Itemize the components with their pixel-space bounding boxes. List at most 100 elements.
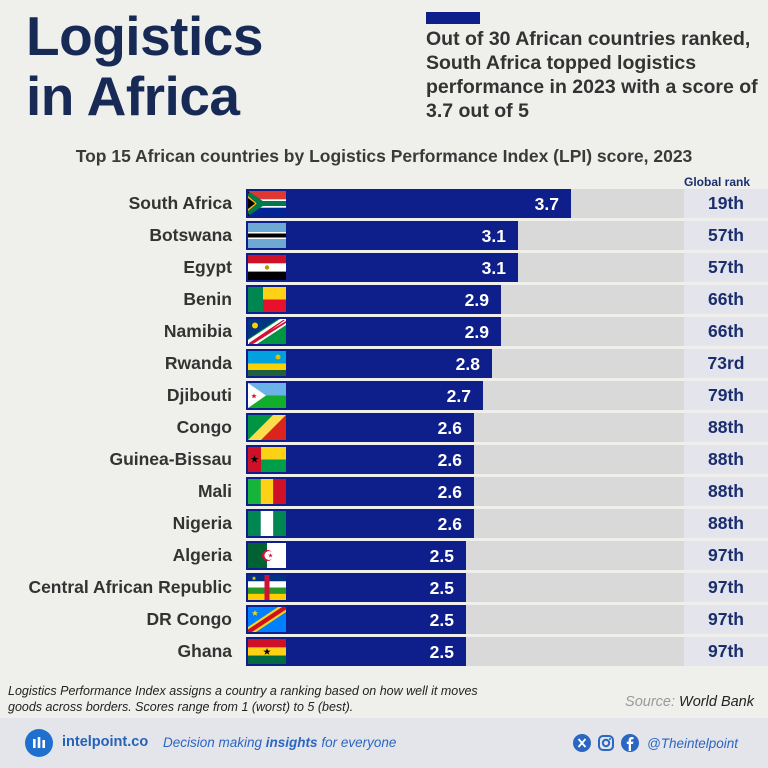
bar (246, 349, 492, 378)
mali-flag-icon (248, 479, 286, 504)
chart-row: Central African Republic 2.5 97th (0, 573, 768, 602)
global-rank: 97th (684, 541, 768, 570)
country-label: Ghana (177, 641, 232, 661)
bar-value-label: 2.5 (429, 642, 454, 662)
instagram-icon[interactable] (597, 734, 615, 752)
country-label: DR Congo (146, 609, 232, 629)
chart-row: Rwanda 2.8 73rd (0, 349, 768, 378)
djibouti-flag-icon (248, 383, 286, 408)
bar-value-label: 3.7 (534, 194, 559, 214)
global-rank: 88th (684, 477, 768, 506)
benin-flag-icon (248, 287, 286, 312)
source-label: Source: (625, 694, 676, 710)
chart-row: Nigeria 2.6 88th (0, 509, 768, 538)
global-rank: 73rd (684, 349, 768, 378)
tagline: Decision making insights for everyone (163, 735, 396, 750)
country-label: Botswana (149, 225, 232, 245)
botswana-flag-icon (248, 223, 286, 248)
country-label: Central African Republic (28, 577, 232, 597)
bar-value-label: 2.9 (464, 290, 489, 310)
chart-row: Algeria 2.5 97th (0, 541, 768, 570)
social-links: @Theintelpoint (573, 731, 738, 755)
chart-row: Ghana 2.5 97th (0, 637, 768, 666)
central-african-republic-flag-icon (248, 575, 286, 600)
global-rank: 66th (684, 285, 768, 314)
country-label: Namibia (163, 321, 232, 341)
rwanda-flag-icon (248, 351, 286, 376)
bar-value-label: 2.9 (464, 322, 489, 342)
global-rank: 88th (684, 445, 768, 474)
bar-value-label: 2.5 (429, 610, 454, 630)
chart-row: Mali 2.6 88th (0, 477, 768, 506)
south-africa-flag-icon (248, 191, 286, 216)
global-rank: 57th (684, 253, 768, 282)
bar (246, 317, 501, 346)
facebook-icon[interactable] (621, 734, 639, 752)
bar (246, 221, 518, 250)
chart-row: DR Congo 2.5 97th (0, 605, 768, 634)
chart-row: Egypt 3.1 57th (0, 253, 768, 282)
bar-value-label: 2.6 (437, 514, 462, 534)
bar-value-label: 3.1 (481, 258, 506, 278)
footer: intelpoint.co Decision making insights f… (0, 718, 768, 768)
intelpoint-logo-icon[interactable] (25, 729, 53, 757)
country-label: Benin (183, 289, 232, 309)
accent-bar (426, 12, 480, 24)
global-rank: 97th (684, 637, 768, 666)
bar-value-label: 3.1 (481, 226, 506, 246)
chart-row: Congo 2.6 88th (0, 413, 768, 442)
country-label: Congo (176, 417, 232, 437)
bar-value-label: 2.6 (437, 418, 462, 438)
footnote: Logistics Performance Index assigns a co… (8, 684, 478, 714)
main-title-line1: Logistics (26, 5, 263, 67)
country-label: Djibouti (166, 385, 232, 405)
bar-value-label: 2.7 (446, 386, 471, 406)
chart-title: Top 15 African countries by Logistics Pe… (75, 146, 693, 166)
social-handle[interactable]: @Theintelpoint (647, 735, 739, 751)
chart-row: South Africa 3.7 19th (0, 189, 768, 218)
bar-value-label: 2.5 (429, 578, 454, 598)
rank-column-header: Global rank (684, 175, 751, 189)
guinea-bissau-flag-icon (248, 447, 286, 472)
bar-value-label: 2.6 (437, 450, 462, 470)
tagline-post: for everyone (317, 735, 397, 750)
dr-congo-flag-icon (248, 607, 286, 632)
tagline-em: insights (265, 735, 318, 750)
bar (246, 285, 501, 314)
main-title: Logistics in Africa (26, 6, 386, 126)
brand-link[interactable]: intelpoint.co (62, 734, 149, 750)
source-credit: Source: World Bank (625, 694, 754, 710)
bar-value-label: 2.8 (455, 354, 480, 374)
global-rank: 57th (684, 221, 768, 250)
chart-row: Djibouti 2.7 79th (0, 381, 768, 410)
country-label: Algeria (172, 545, 232, 565)
source-name: World Bank (679, 694, 754, 710)
congo-flag-icon (248, 415, 286, 440)
bar (246, 189, 571, 218)
country-label: Nigeria (172, 513, 232, 533)
global-rank: 88th (684, 413, 768, 442)
chart-row: Namibia 2.9 66th (0, 317, 768, 346)
main-title-line2: in Africa (26, 65, 240, 127)
country-label: Guinea-Bissau (109, 449, 232, 469)
nigeria-flag-icon (248, 511, 286, 536)
x-icon[interactable] (573, 734, 591, 752)
global-rank: 97th (684, 573, 768, 602)
egypt-flag-icon (248, 255, 286, 280)
chart-row: Guinea-Bissau 2.6 88th (0, 445, 768, 474)
global-rank: 79th (684, 381, 768, 410)
country-label: Mali (197, 481, 232, 501)
country-label: Egypt (183, 257, 232, 277)
global-rank: 88th (684, 509, 768, 538)
country-label: South Africa (128, 193, 232, 213)
tagline-pre: Decision making (163, 735, 266, 750)
ghana-flag-icon (248, 639, 286, 664)
global-rank: 97th (684, 605, 768, 634)
bar-value-label: 2.6 (437, 482, 462, 502)
namibia-flag-icon (248, 319, 286, 344)
bar (246, 253, 518, 282)
country-label: Rwanda (164, 353, 232, 373)
chart-row: Botswana 3.1 57th (0, 221, 768, 250)
chart-row: Benin 2.9 66th (0, 285, 768, 314)
headline: Out of 30 African countries ranked, Sout… (426, 28, 758, 122)
